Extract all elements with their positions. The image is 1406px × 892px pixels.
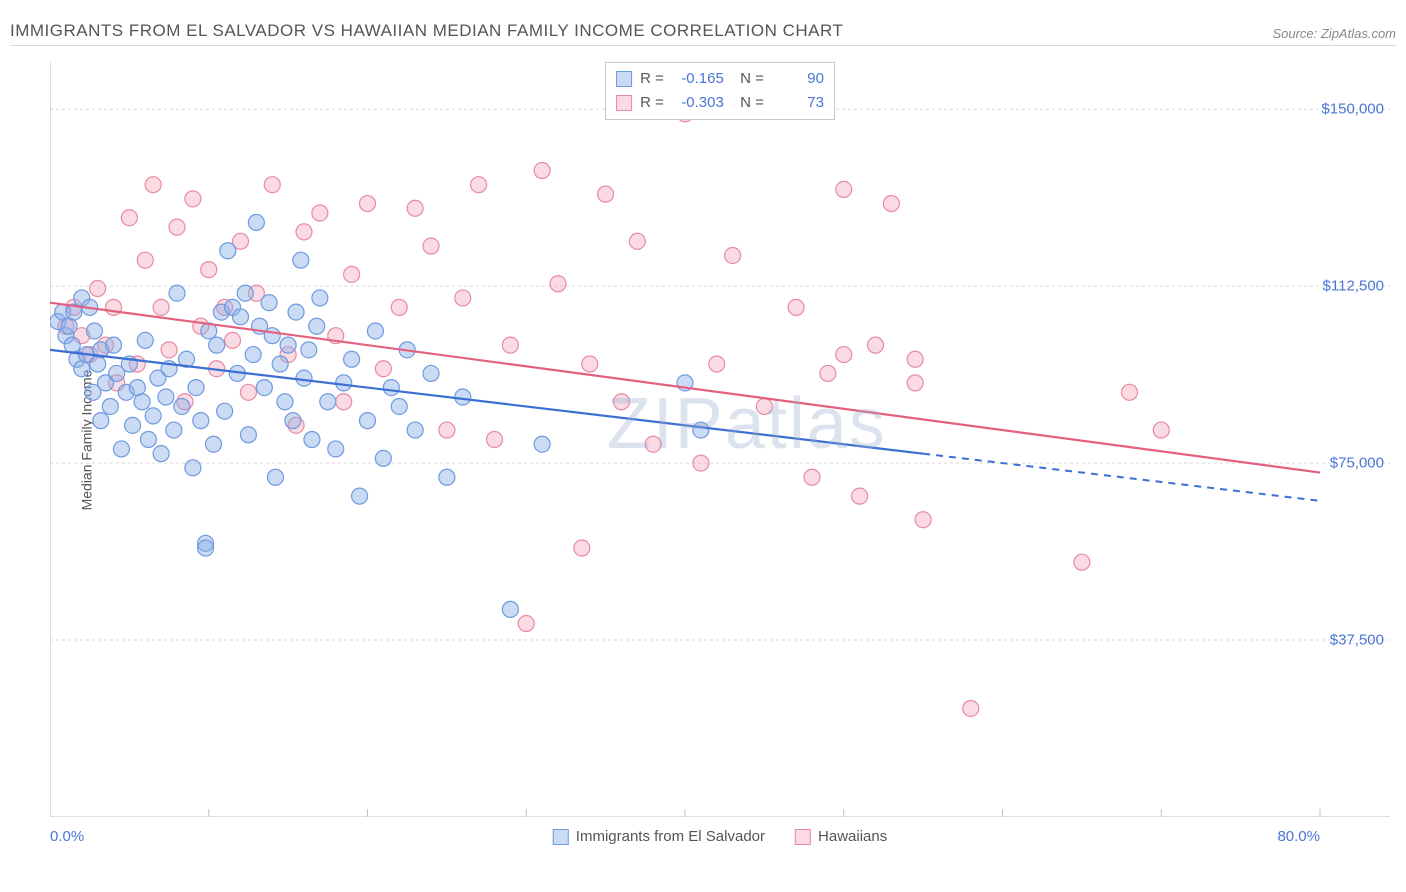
legend-label-b: Hawaiians [818,828,887,845]
legend-label-a: Immigrants from El Salvador [576,828,765,845]
y-tick-label: $150,000 [1294,101,1384,118]
legend-swatch-a [553,829,569,845]
stat-label-n: N = [732,91,764,115]
stat-label-n: N = [732,67,764,91]
y-tick-label: $37,500 [1294,632,1384,649]
y-tick-label: $112,500 [1294,278,1384,295]
swatch-series-b [616,95,632,111]
legend: Immigrants from El Salvador Hawaiians [553,828,887,845]
chart-area: Median Family Income ZIPatlas R = -0.165… [50,62,1390,817]
x-tick-min: 0.0% [50,828,84,845]
swatch-series-a [616,71,632,87]
stat-n-a: 90 [772,67,824,91]
legend-item-a: Immigrants from El Salvador [553,828,765,845]
chart-title: IMMIGRANTS FROM EL SALVADOR VS HAWAIIAN … [10,21,843,41]
stat-label-r: R = [640,91,664,115]
title-bar: IMMIGRANTS FROM EL SALVADOR VS HAWAIIAN … [10,18,1396,46]
stat-label-r: R = [640,67,664,91]
stat-n-b: 73 [772,91,824,115]
source-label: Source: ZipAtlas.com [1272,26,1396,41]
y-tick-label: $75,000 [1294,455,1384,472]
stat-r-b: -0.303 [672,91,724,115]
scatter-plot-svg [50,62,1390,817]
x-tick-max: 80.0% [1277,828,1320,845]
legend-item-b: Hawaiians [795,828,887,845]
stats-row-b: R = -0.303 N = 73 [616,91,824,115]
legend-swatch-b [795,829,811,845]
stat-r-a: -0.165 [672,67,724,91]
stats-row-a: R = -0.165 N = 90 [616,67,824,91]
correlation-stats-box: R = -0.165 N = 90 R = -0.303 N = 73 [605,62,835,120]
